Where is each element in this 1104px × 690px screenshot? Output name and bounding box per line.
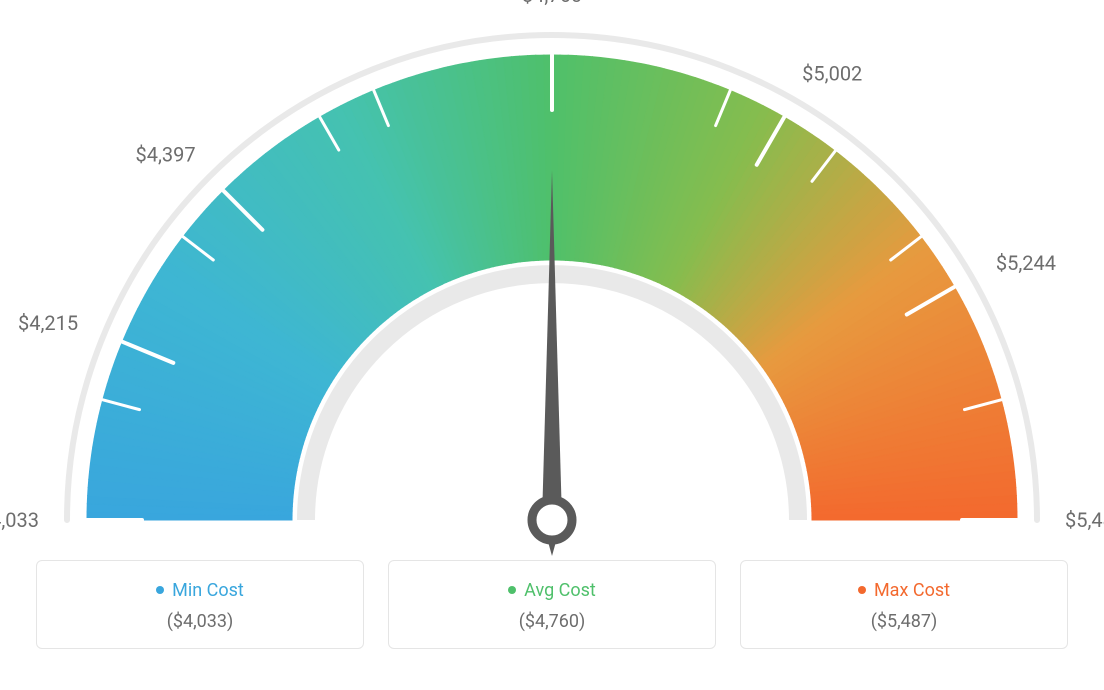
gauge-tick-label: $5,002	[802, 61, 862, 85]
legend-title-max: Max Cost	[858, 580, 950, 601]
legend-card-min: Min Cost ($4,033)	[36, 560, 364, 649]
legend-card-avg: Avg Cost ($4,760)	[388, 560, 716, 649]
legend-dot-avg	[508, 586, 516, 594]
legend-title-avg: Avg Cost	[508, 580, 596, 601]
legend-label-min: Min Cost	[172, 580, 244, 601]
gauge-tick-label: $4,033	[0, 508, 39, 532]
gauge-tick-label: $4,760	[522, 0, 582, 7]
legend-value-avg: ($4,760)	[399, 611, 705, 632]
legend-dot-max	[858, 586, 866, 594]
legend-label-max: Max Cost	[874, 580, 950, 601]
gauge-svg	[0, 0, 1104, 560]
gauge-tick-label: $5,244	[996, 251, 1056, 275]
gauge-tick-label: $4,397	[136, 142, 196, 166]
legend-title-min: Min Cost	[156, 580, 244, 601]
legend-row: Min Cost ($4,033) Avg Cost ($4,760) Max …	[0, 560, 1104, 673]
legend-value-max: ($5,487)	[751, 611, 1057, 632]
gauge-area: $4,033 $4,215 $4,397 $4,760 $5,002 $5,244 $5,4…	[0, 0, 1104, 560]
legend-value-min: ($4,033)	[47, 611, 353, 632]
gauge-tick-label: $4,215	[18, 311, 78, 335]
legend-dot-min	[156, 586, 164, 594]
chart-container: $4,033 $4,215 $4,397 $4,760 $5,002 $5,244 $5,4…	[0, 0, 1104, 690]
gauge-tick-label: $5,487	[1065, 508, 1104, 532]
legend-label-avg: Avg Cost	[524, 580, 596, 601]
legend-card-max: Max Cost ($5,487)	[740, 560, 1068, 649]
